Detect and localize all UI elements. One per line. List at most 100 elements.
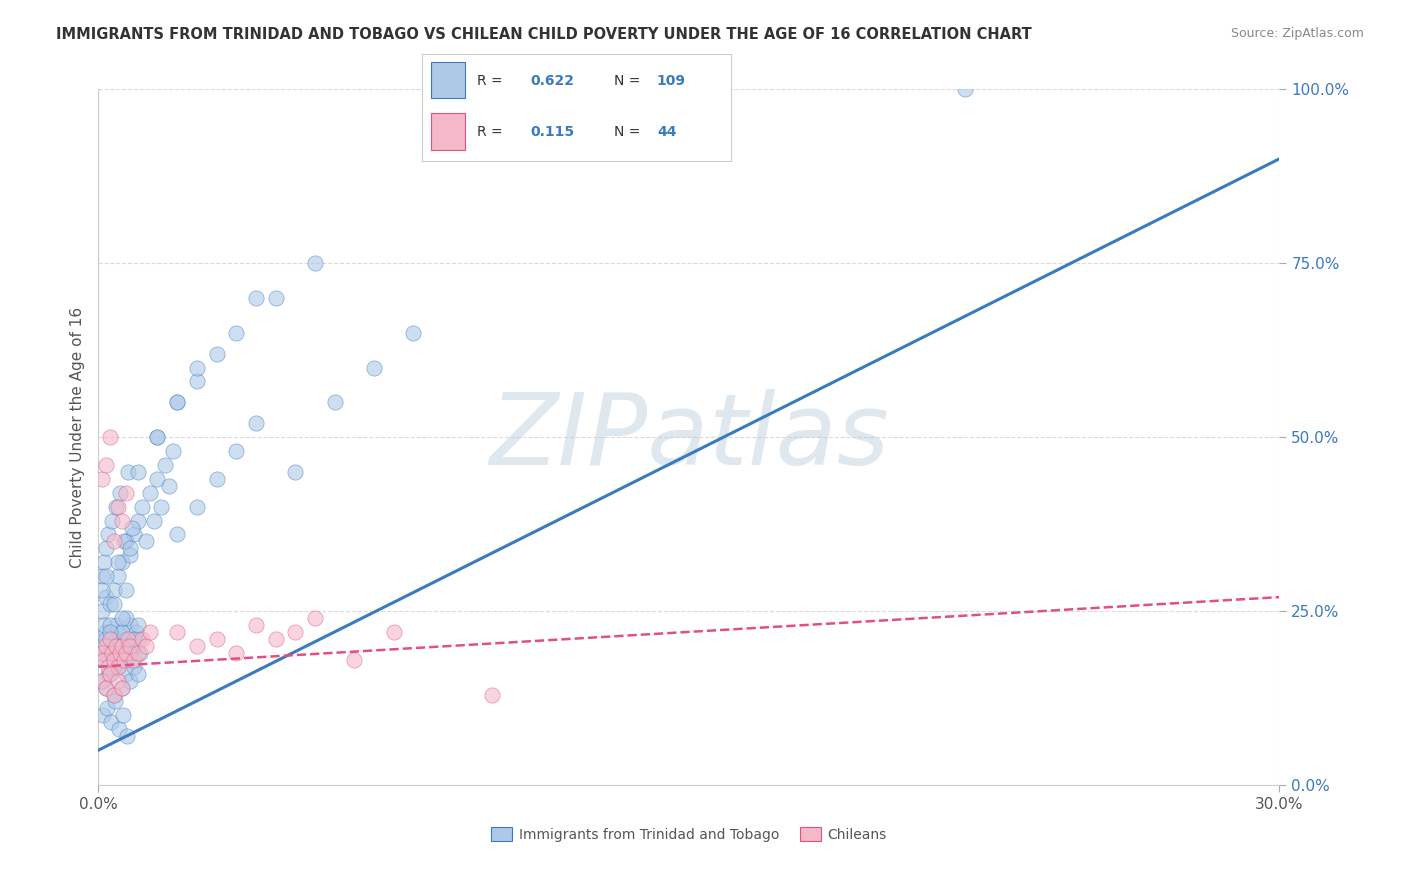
- Point: [103, 688, 125, 702]
- Text: IMMIGRANTS FROM TRINIDAD AND TOBAGO VS CHILEAN CHILD POVERTY UNDER THE AGE OF 16: IMMIGRANTS FROM TRINIDAD AND TOBAGO VS C…: [56, 27, 1032, 42]
- Point: [91, 569, 114, 583]
- Point: [91, 604, 114, 618]
- Point: [953, 82, 976, 96]
- Point: [111, 611, 134, 625]
- Point: [108, 646, 131, 660]
- Point: [96, 639, 118, 653]
- Point: [122, 632, 145, 646]
- Point: [304, 611, 326, 625]
- Point: [122, 527, 145, 541]
- Point: [101, 632, 124, 646]
- Point: [96, 624, 118, 639]
- Point: [166, 395, 188, 409]
- Point: [166, 624, 188, 639]
- Point: [105, 639, 128, 653]
- Point: [112, 646, 135, 660]
- Point: [205, 346, 228, 360]
- Point: [107, 555, 129, 569]
- Point: [111, 681, 134, 695]
- Point: [111, 624, 134, 639]
- Point: [107, 673, 129, 688]
- Point: [111, 555, 134, 569]
- Point: [91, 673, 114, 688]
- Point: [96, 681, 118, 695]
- Point: [142, 514, 165, 528]
- Point: [284, 465, 307, 479]
- Point: [103, 653, 125, 667]
- Point: [98, 646, 121, 660]
- Point: [128, 646, 150, 660]
- Point: [122, 659, 145, 673]
- Point: [127, 514, 149, 528]
- Point: [96, 590, 118, 604]
- Point: [103, 583, 125, 598]
- Point: [105, 500, 128, 514]
- Point: [138, 485, 160, 500]
- Point: [127, 646, 149, 660]
- Point: [125, 624, 148, 639]
- Point: [111, 639, 134, 653]
- Point: [264, 632, 287, 646]
- Point: [115, 485, 138, 500]
- Point: [107, 639, 129, 653]
- Point: [323, 395, 346, 409]
- Point: [118, 673, 141, 688]
- Point: [91, 708, 114, 723]
- Point: [402, 326, 425, 340]
- Point: [107, 639, 129, 653]
- Point: [103, 653, 125, 667]
- Point: [117, 465, 139, 479]
- Point: [98, 597, 121, 611]
- Point: [382, 624, 405, 639]
- Point: [96, 681, 118, 695]
- Point: [97, 527, 120, 541]
- Point: [225, 646, 247, 660]
- Point: [91, 472, 114, 486]
- Legend: Immigrants from Trinidad and Tobago, Chileans: Immigrants from Trinidad and Tobago, Chi…: [485, 822, 893, 847]
- Point: [96, 541, 118, 556]
- Point: [91, 639, 114, 653]
- Point: [186, 500, 208, 514]
- Text: R =: R =: [478, 74, 503, 88]
- Point: [127, 632, 149, 646]
- Point: [101, 514, 124, 528]
- Point: [121, 520, 143, 534]
- Point: [117, 632, 139, 646]
- Point: [166, 527, 188, 541]
- Point: [96, 458, 118, 472]
- Point: [146, 430, 169, 444]
- Point: [118, 541, 141, 556]
- Point: [112, 653, 135, 667]
- Point: [138, 624, 160, 639]
- Point: [115, 611, 138, 625]
- Point: [105, 618, 128, 632]
- Point: [115, 646, 138, 660]
- Point: [118, 618, 141, 632]
- Point: [131, 632, 153, 646]
- Point: [135, 639, 157, 653]
- Point: [118, 549, 141, 563]
- Point: [104, 694, 127, 708]
- Text: ZIPatlas: ZIPatlas: [489, 389, 889, 485]
- Point: [205, 632, 228, 646]
- Point: [186, 639, 208, 653]
- Y-axis label: Child Poverty Under the Age of 16: Child Poverty Under the Age of 16: [69, 307, 84, 567]
- Point: [135, 534, 157, 549]
- Point: [98, 430, 121, 444]
- Point: [91, 646, 114, 660]
- Point: [108, 723, 131, 737]
- Point: [108, 653, 131, 667]
- Point: [118, 639, 141, 653]
- Point: [111, 708, 134, 723]
- Point: [98, 624, 121, 639]
- Point: [97, 666, 120, 681]
- Point: [91, 583, 114, 598]
- Point: [115, 534, 138, 549]
- Point: [127, 618, 149, 632]
- Point: [91, 646, 114, 660]
- Point: [93, 653, 115, 667]
- Point: [131, 500, 153, 514]
- Point: [146, 430, 169, 444]
- Point: [162, 444, 184, 458]
- Point: [115, 666, 138, 681]
